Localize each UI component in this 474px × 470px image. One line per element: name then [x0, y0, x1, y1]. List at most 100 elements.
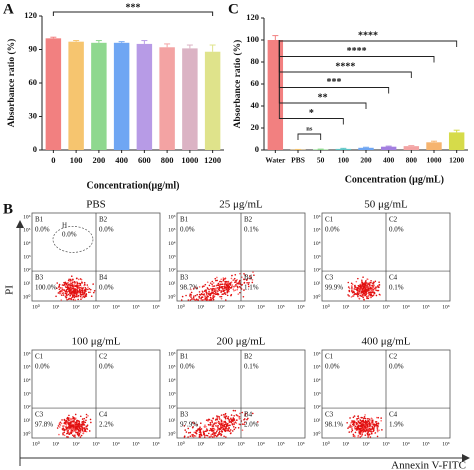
- event-dot: [218, 430, 221, 433]
- event-dot: [227, 281, 230, 283]
- event-dot: [374, 432, 376, 435]
- event-dot: [210, 435, 212, 438]
- plot-title: 200 μg/mL: [217, 336, 266, 348]
- x-tick-label: 10⁴: [402, 441, 410, 447]
- event-dot: [81, 287, 84, 290]
- x-tick-label: 800: [406, 156, 418, 165]
- x-tick-label: 10⁰: [32, 303, 41, 310]
- event-dot: [84, 286, 87, 289]
- event-dot: [230, 432, 232, 434]
- event-dot: [230, 414, 233, 416]
- event-dot: [81, 282, 83, 284]
- event-dot: [209, 421, 212, 424]
- event-dot: [228, 421, 231, 423]
- event-dot: [78, 426, 81, 428]
- event-dot: [65, 425, 67, 428]
- y-tick-label: 10³: [313, 391, 321, 397]
- event-dot: [364, 428, 367, 431]
- event-dot: [61, 419, 63, 421]
- event-dot: [66, 432, 68, 435]
- quadrant-value: 0.0%: [180, 226, 195, 234]
- event-dot: [222, 426, 225, 429]
- event-dot: [361, 426, 364, 428]
- event-dot: [65, 419, 68, 422]
- event-dot: [362, 294, 365, 297]
- axis-label: PI: [4, 285, 16, 295]
- event-dot: [66, 290, 68, 293]
- event-dot: [193, 434, 196, 437]
- event-dot: [211, 433, 214, 435]
- event-dot: [78, 424, 80, 426]
- bar: [358, 147, 374, 150]
- event-dot: [205, 434, 207, 437]
- event-dot: [216, 276, 218, 279]
- event-dot: [63, 431, 66, 434]
- event-dot: [219, 295, 221, 298]
- event-dot: [361, 421, 364, 424]
- event-dot: [192, 436, 195, 438]
- event-dot: [231, 286, 233, 288]
- event-dot: [351, 291, 354, 294]
- event-dot: [59, 424, 62, 426]
- event-dot: [223, 429, 226, 432]
- event-dot: [217, 426, 219, 428]
- event-dot: [238, 416, 240, 418]
- y-tick-label: 10¹: [23, 418, 31, 424]
- event-dot: [220, 280, 223, 283]
- y-tick-label: 10⁶: [23, 351, 31, 357]
- quadrant-name: C1: [35, 353, 44, 361]
- event-dot: [185, 431, 188, 433]
- event-dot: [76, 282, 79, 285]
- event-dot: [76, 431, 79, 434]
- event-dot: [208, 424, 210, 426]
- event-dot: [71, 429, 74, 431]
- event-dot: [85, 413, 88, 416]
- event-dot: [80, 294, 83, 296]
- bar: [403, 146, 420, 150]
- event-dot: [208, 288, 210, 291]
- quadrant-value: 1.1%: [244, 284, 259, 292]
- event-dot: [195, 431, 197, 434]
- event-dot: [210, 428, 213, 430]
- event-dot: [233, 419, 236, 421]
- x-tick-label: 10⁰: [322, 440, 331, 447]
- event-dot: [369, 284, 372, 286]
- event-dot: [70, 429, 73, 431]
- event-dot: [73, 296, 76, 299]
- event-dot: [223, 425, 226, 428]
- event-dot: [75, 293, 78, 296]
- event-dot: [58, 433, 60, 436]
- event-dot: [62, 284, 65, 287]
- event-dot: [348, 287, 351, 290]
- y-tick-label: 10⁴: [23, 378, 31, 384]
- event-dot: [81, 296, 84, 299]
- event-dot: [378, 286, 380, 288]
- event-dot: [230, 277, 233, 280]
- event-dot: [351, 283, 354, 286]
- event-dot: [363, 425, 365, 427]
- event-dot: [84, 294, 86, 296]
- event-dot: [198, 436, 201, 438]
- event-dot: [80, 298, 82, 300]
- event-dot: [245, 279, 248, 281]
- event-dot: [82, 295, 85, 297]
- event-dot: [357, 295, 359, 298]
- event-dot: [239, 291, 241, 294]
- event-dot: [189, 299, 192, 301]
- event-dot: [62, 432, 64, 434]
- event-dot: [354, 431, 357, 434]
- x-tick-label: 10¹: [197, 304, 205, 310]
- event-dot: [61, 284, 64, 286]
- x-tick-label: 1000: [181, 155, 198, 165]
- event-dot: [76, 423, 79, 426]
- event-dot: [239, 412, 241, 415]
- event-dot: [195, 432, 198, 435]
- event-dot: [224, 284, 226, 287]
- event-dot: [378, 293, 381, 296]
- event-dot: [358, 431, 360, 433]
- event-dot: [234, 409, 237, 412]
- event-dot: [235, 285, 237, 287]
- x-tick-label: 200: [93, 155, 106, 165]
- event-dot: [366, 429, 368, 432]
- event-dot: [368, 430, 371, 432]
